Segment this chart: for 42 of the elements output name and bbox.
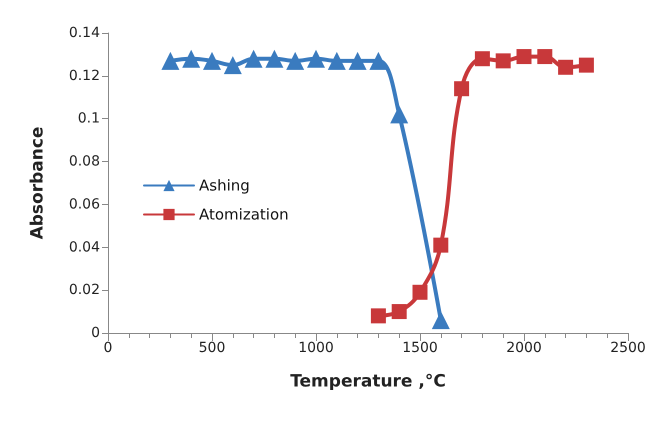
point — [558, 60, 574, 75]
y-tick-label: 0.08 — [68, 154, 100, 170]
point — [578, 58, 594, 73]
point — [203, 52, 221, 70]
point — [516, 49, 532, 64]
point — [392, 304, 407, 320]
x-axis-title: Temperature ,°C — [290, 372, 446, 392]
point — [454, 81, 470, 96]
y-tick-label: 0.14 — [68, 25, 100, 41]
point — [328, 52, 346, 70]
y-tick-label: 0.04 — [68, 239, 100, 256]
point — [369, 52, 388, 70]
point — [433, 238, 448, 253]
legend-label: Atomization — [199, 206, 289, 224]
x-tick-label: 0 — [104, 340, 112, 356]
point — [432, 311, 450, 330]
point — [496, 53, 511, 68]
y-tick-label: 0.02 — [68, 282, 100, 298]
point — [537, 49, 552, 64]
x-tick-label: 2000 — [506, 340, 542, 356]
legend-label: Ashing — [199, 176, 250, 194]
point — [412, 284, 428, 300]
point — [307, 50, 325, 68]
point — [224, 56, 242, 74]
x-tick-label: 1000 — [298, 340, 334, 356]
x-tick-label: 1500 — [402, 340, 438, 356]
point — [474, 51, 490, 66]
point — [265, 50, 284, 68]
point — [182, 50, 200, 68]
y-tick-label: 0.06 — [68, 196, 100, 212]
point — [390, 105, 408, 124]
x-tick-label: 2500 — [610, 340, 646, 356]
point — [348, 52, 367, 70]
point — [370, 308, 386, 324]
point — [161, 52, 180, 70]
y-tick-label: 0 — [91, 325, 100, 341]
y-tick-label: 0.12 — [68, 68, 100, 84]
point — [244, 50, 263, 68]
y-axis-title: Absorbance — [28, 126, 48, 240]
point — [286, 52, 304, 70]
x-tick-label: 500 — [198, 340, 226, 356]
y-tick-label: 0.1 — [78, 110, 100, 127]
